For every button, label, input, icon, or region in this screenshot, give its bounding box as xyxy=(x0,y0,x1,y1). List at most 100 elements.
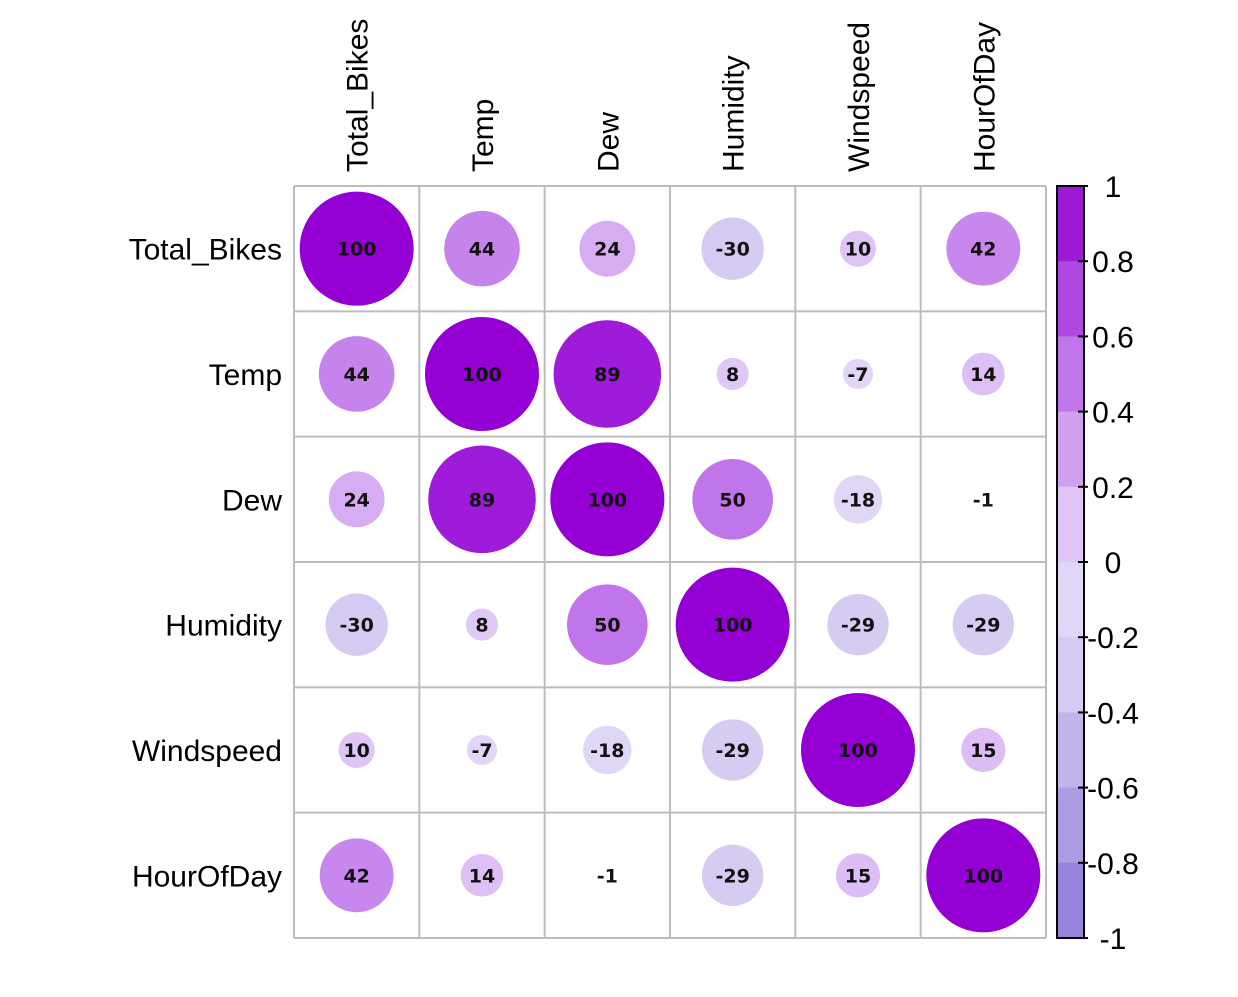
cell-value-label: 44 xyxy=(469,239,495,261)
cell-value-label: -7 xyxy=(471,740,492,762)
colorbar-tick-label: 1 xyxy=(1105,171,1122,204)
correlation-circle xyxy=(465,608,499,641)
cell-value-label: 50 xyxy=(719,489,745,511)
colorbar-tick-label: 0.4 xyxy=(1092,397,1134,430)
cell-value-label: 89 xyxy=(594,364,620,386)
colorbar-segment xyxy=(1057,261,1084,337)
correlation-circle xyxy=(961,727,1006,773)
cell-value-label: 10 xyxy=(343,740,369,762)
correlation-circle xyxy=(550,442,665,557)
correlation-circle xyxy=(567,584,648,665)
row-label: Windspeed xyxy=(132,735,282,768)
colorbar-tick-label: -0.8 xyxy=(1087,848,1139,881)
colorbar-tick-label: -0.4 xyxy=(1087,697,1139,730)
correlation-circle xyxy=(827,593,889,656)
colorbar-tick-label: -0.2 xyxy=(1087,622,1139,655)
row-label: Dew xyxy=(222,484,282,517)
column-label: Humidity xyxy=(718,55,751,172)
column-label: Windspeed xyxy=(843,22,876,172)
correlation-circle xyxy=(318,336,395,412)
correlation-circle xyxy=(675,567,790,682)
correlation-circle xyxy=(926,818,1041,933)
correlation-circle xyxy=(835,853,881,898)
correlation-circle xyxy=(842,358,874,390)
colorbar-segment xyxy=(1057,562,1084,638)
cell-value-label: 100 xyxy=(713,615,753,637)
cell-value-label: 42 xyxy=(970,239,996,261)
correlation-circle xyxy=(579,220,636,277)
cell-value-label: -30 xyxy=(340,615,374,637)
colorbar-tick-label: 0.2 xyxy=(1092,472,1134,505)
colorbar-tick-label: -0.6 xyxy=(1087,773,1139,806)
correlation-circle xyxy=(716,357,749,391)
row-label: Temp xyxy=(209,359,282,392)
column-label: Temp xyxy=(467,99,500,172)
correlation-circle xyxy=(424,316,539,431)
cell-value-label: 44 xyxy=(343,364,369,386)
colorbar-tick-label: 0.6 xyxy=(1092,321,1134,354)
colorbar-tick-label: 0 xyxy=(1105,547,1122,580)
cell-value-label: -29 xyxy=(966,615,1000,637)
colorbar-segment xyxy=(1057,862,1084,939)
column-label: Total_Bikes xyxy=(342,19,375,172)
correlation-circle xyxy=(961,352,1005,396)
colorbar-segment xyxy=(1057,186,1084,262)
cell-value-label: 24 xyxy=(343,489,369,511)
correlation-circle xyxy=(328,471,385,528)
cell-value-label: 14 xyxy=(970,364,996,386)
colorbar-segment xyxy=(1057,336,1084,413)
colorbar-segment xyxy=(1057,486,1084,563)
colorbar-segment xyxy=(1057,787,1084,864)
correlation-circle xyxy=(460,853,504,897)
cell-value-label: 8 xyxy=(726,364,739,386)
correlation-circle xyxy=(800,692,915,807)
cell-value-label: 89 xyxy=(469,489,495,511)
cell-value-label: -29 xyxy=(841,615,875,637)
correlation-circle xyxy=(701,217,764,280)
correlation-circle xyxy=(319,838,394,913)
colorbar-segment xyxy=(1057,411,1084,488)
cell-value-label: 100 xyxy=(337,239,377,261)
cell-value-label: 100 xyxy=(838,740,878,762)
cell-value-label: -1 xyxy=(597,865,618,887)
correlation-circle xyxy=(839,230,877,267)
correlation-circle xyxy=(692,459,773,540)
colorbar-segment xyxy=(1057,637,1084,713)
cell-value-label: -18 xyxy=(590,740,624,762)
correlation-circle xyxy=(833,475,883,524)
colorbar-tick-label: -1 xyxy=(1100,923,1127,956)
correlation-circle xyxy=(583,725,632,775)
correlation-circle xyxy=(299,191,414,306)
cell-value-label: 100 xyxy=(963,865,1003,887)
correlation-circle xyxy=(553,320,662,428)
correlation-circle xyxy=(952,593,1015,656)
column-label: Dew xyxy=(592,112,625,172)
correlation-circle xyxy=(325,593,388,656)
cell-value-label: 14 xyxy=(469,865,495,887)
cell-value-label: 10 xyxy=(845,239,871,261)
cell-value-label: 50 xyxy=(594,615,620,637)
cell-value-label: 8 xyxy=(475,615,488,637)
cell-value-label: 42 xyxy=(343,865,369,887)
row-label: HourOfDay xyxy=(132,860,282,893)
cell-value-label: -18 xyxy=(841,489,875,511)
correlation-circle xyxy=(701,844,764,907)
correlation-circle xyxy=(338,731,375,769)
cell-value-label: 24 xyxy=(594,239,620,261)
correlation-circle xyxy=(428,445,536,554)
cell-value-label: 15 xyxy=(845,865,871,887)
correlation-circle xyxy=(444,210,520,287)
cell-value-label: -7 xyxy=(847,364,868,386)
row-label: Humidity xyxy=(165,610,282,643)
correlation-circle xyxy=(946,211,1021,286)
correlation-circle xyxy=(466,734,498,766)
cell-value-label: 15 xyxy=(970,740,996,762)
column-label: HourOfDay xyxy=(968,22,1001,172)
cell-value-label: -29 xyxy=(715,865,749,887)
cell-value-label: 100 xyxy=(462,364,502,386)
correlation-circle xyxy=(701,719,764,781)
row-label: Total_Bikes xyxy=(129,234,282,267)
cell-value-label: -1 xyxy=(973,489,994,511)
colorbar-tick-label: 0.8 xyxy=(1092,246,1134,279)
